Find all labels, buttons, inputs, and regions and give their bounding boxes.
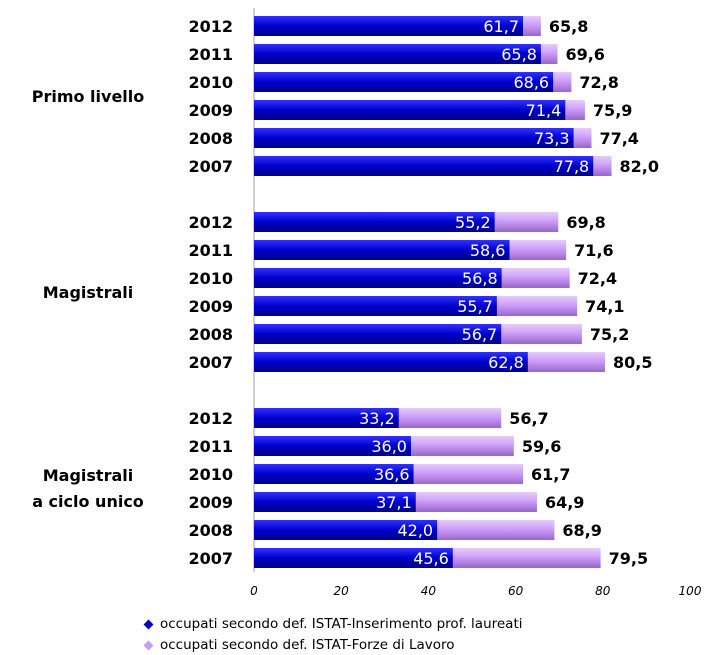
group-label: Magistrali <box>43 283 133 302</box>
x-tick-label: 40 <box>421 584 437 598</box>
bar-inserimento <box>254 212 495 232</box>
group-label: Magistrali <box>43 466 133 485</box>
bar-inserimento <box>254 296 497 316</box>
legend-item-forze: occupati secondo def. ISTAT-Forze di Lav… <box>143 637 663 653</box>
bar-inserimento <box>254 240 510 260</box>
x-tick-label: 60 <box>508 584 524 598</box>
data-label-inserimento: 37,1 <box>376 493 412 512</box>
data-label-inserimento: 58,6 <box>470 241 506 260</box>
bar-inserimento <box>254 464 414 484</box>
year-label: 2007 <box>188 549 233 568</box>
data-label-forze: 68,9 <box>562 521 601 540</box>
data-label-inserimento: 56,7 <box>462 325 498 344</box>
data-label-inserimento: 61,7 <box>483 17 519 36</box>
legend-label-inserimento: occupati secondo def. ISTAT-Inserimento … <box>160 616 523 632</box>
data-label-inserimento: 68,6 <box>513 73 549 92</box>
data-label-inserimento: 65,8 <box>501 45 537 64</box>
data-label-forze: 72,4 <box>578 269 617 288</box>
bar-inserimento <box>254 156 594 176</box>
year-label: 2009 <box>188 101 233 120</box>
data-label-forze: 69,6 <box>565 45 604 64</box>
data-label-forze: 69,8 <box>566 213 605 232</box>
group-label: a ciclo unico <box>32 492 144 511</box>
bar-inserimento <box>254 352 528 372</box>
data-label-inserimento: 71,4 <box>526 101 562 120</box>
data-label-inserimento: 36,6 <box>374 465 410 484</box>
data-label-forze: 75,9 <box>593 101 632 120</box>
bar-inserimento <box>254 520 438 540</box>
year-label: 2011 <box>188 437 233 456</box>
bar-inserimento <box>254 268 502 288</box>
bar-inserimento <box>254 44 541 64</box>
legend-label-forze: occupati secondo def. ISTAT-Forze di Lav… <box>160 637 455 653</box>
data-label-forze: 75,2 <box>590 325 629 344</box>
year-label: 2007 <box>188 353 233 372</box>
year-label: 2012 <box>188 409 233 428</box>
data-label-inserimento: 42,0 <box>397 521 433 540</box>
x-tick-label: 20 <box>334 584 350 598</box>
x-tick-label: 100 <box>679 584 702 598</box>
bar-inserimento <box>254 436 411 456</box>
x-tick-label: 80 <box>595 584 611 598</box>
data-label-inserimento: 56,8 <box>462 269 498 288</box>
data-label-forze: 59,6 <box>522 437 561 456</box>
group-label: Primo livello <box>32 87 145 106</box>
data-label-forze: 65,8 <box>549 17 588 36</box>
data-label-inserimento: 33,2 <box>359 409 395 428</box>
year-label: 2012 <box>188 17 233 36</box>
data-label-forze: 61,7 <box>531 465 570 484</box>
plot-area: 61,7 65,8 2012 65,8 69,6 2011 68,6 72,8 2010 71,4… <box>32 8 702 598</box>
data-label-inserimento: 77,8 <box>554 157 590 176</box>
bar-inserimento <box>254 408 399 428</box>
year-label: 2008 <box>188 521 233 540</box>
data-label-inserimento: 55,7 <box>457 297 493 316</box>
legend-marker-forze <box>143 640 154 650</box>
year-label: 2010 <box>188 73 233 92</box>
data-label-inserimento: 62,8 <box>488 353 524 372</box>
bar-inserimento <box>254 324 502 344</box>
year-label: 2008 <box>188 129 233 148</box>
x-tick-label: 0 <box>250 584 258 598</box>
data-label-forze: 72,8 <box>579 73 618 92</box>
year-label: 2012 <box>188 213 233 232</box>
data-label-forze: 77,4 <box>599 129 638 148</box>
data-label-forze: 80,5 <box>613 353 652 372</box>
data-label-forze: 82,0 <box>620 157 659 176</box>
data-label-inserimento: 55,2 <box>455 213 491 232</box>
year-label: 2010 <box>188 465 233 484</box>
data-label-forze: 56,7 <box>509 409 548 428</box>
bar-inserimento <box>254 16 524 36</box>
year-label: 2007 <box>188 157 233 176</box>
year-label: 2011 <box>188 45 233 64</box>
year-label: 2008 <box>188 325 233 344</box>
year-label: 2010 <box>188 269 233 288</box>
bar-inserimento <box>254 128 574 148</box>
data-label-forze: 64,9 <box>545 493 584 512</box>
bar-inserimento <box>254 548 453 568</box>
data-label-forze: 71,6 <box>574 241 613 260</box>
bar-inserimento <box>254 100 566 120</box>
legend-marker-inserimento <box>143 619 154 629</box>
data-label-inserimento: 45,6 <box>413 549 449 568</box>
bar-inserimento <box>254 492 416 512</box>
year-label: 2009 <box>188 493 233 512</box>
data-label-forze: 79,5 <box>609 549 648 568</box>
bar-inserimento <box>254 72 554 92</box>
data-label-inserimento: 73,3 <box>534 129 570 148</box>
data-label-forze: 74,1 <box>585 297 624 316</box>
data-label-inserimento: 36,0 <box>371 437 407 456</box>
year-label: 2011 <box>188 241 233 260</box>
legend-item-inserimento: occupati secondo def. ISTAT-Inserimento … <box>143 616 663 632</box>
year-label: 2009 <box>188 297 233 316</box>
